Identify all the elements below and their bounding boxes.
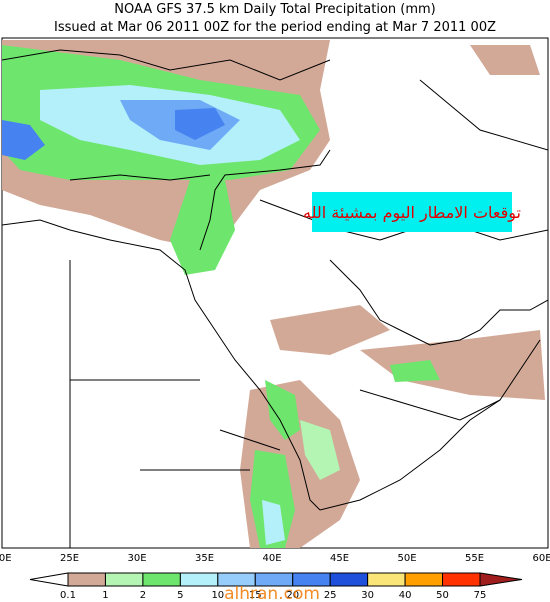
legend-swatch xyxy=(442,572,481,587)
title: NOAA GFS 37.5 km Daily Total Precipitati… xyxy=(114,2,436,17)
legend-swatch xyxy=(404,572,444,587)
legend-label: 10 xyxy=(211,590,224,601)
legend-swatch xyxy=(367,572,406,587)
x-label: 30E xyxy=(127,553,146,564)
legend-label: 50 xyxy=(436,590,449,601)
legend-label: 40 xyxy=(399,590,412,601)
legend-label: 15 xyxy=(249,590,262,601)
legend-label: 1 xyxy=(102,590,108,601)
watermark: alhran.com xyxy=(224,584,320,602)
x-label: 35E xyxy=(195,553,214,564)
x-label: 60E xyxy=(532,553,550,564)
x-label: 40E xyxy=(262,553,281,564)
x-label: 25E xyxy=(60,553,79,564)
x-label: 20E xyxy=(0,553,12,564)
legend-swatch xyxy=(104,572,144,587)
legend-swatch xyxy=(142,572,181,587)
legend-label: 20 xyxy=(286,590,299,601)
legend-label: 2 xyxy=(140,590,146,601)
legend-label: 25 xyxy=(324,590,337,601)
legend-label: 5 xyxy=(177,590,183,601)
legend-swatch xyxy=(179,572,219,587)
x-label: 55E xyxy=(465,553,484,564)
legend-arrow-high xyxy=(479,572,523,587)
legend-label: 30 xyxy=(361,590,374,601)
coastlines xyxy=(2,49,548,548)
x-label: 50E xyxy=(397,553,416,564)
legend-label: 75 xyxy=(474,590,487,601)
subtitle: Issued at Mar 06 2011 00Z for the period… xyxy=(54,20,496,35)
x-label: 45E xyxy=(330,553,349,564)
annotation: توقعات الامطار اليوم بمشيئة الله xyxy=(303,203,521,223)
legend-arrow-low xyxy=(29,572,69,587)
legend-swatch xyxy=(329,572,369,587)
legend-swatch xyxy=(67,572,106,587)
legend-label: 0.1 xyxy=(60,590,76,601)
precip-field xyxy=(2,40,545,548)
annotation-box xyxy=(312,192,512,232)
